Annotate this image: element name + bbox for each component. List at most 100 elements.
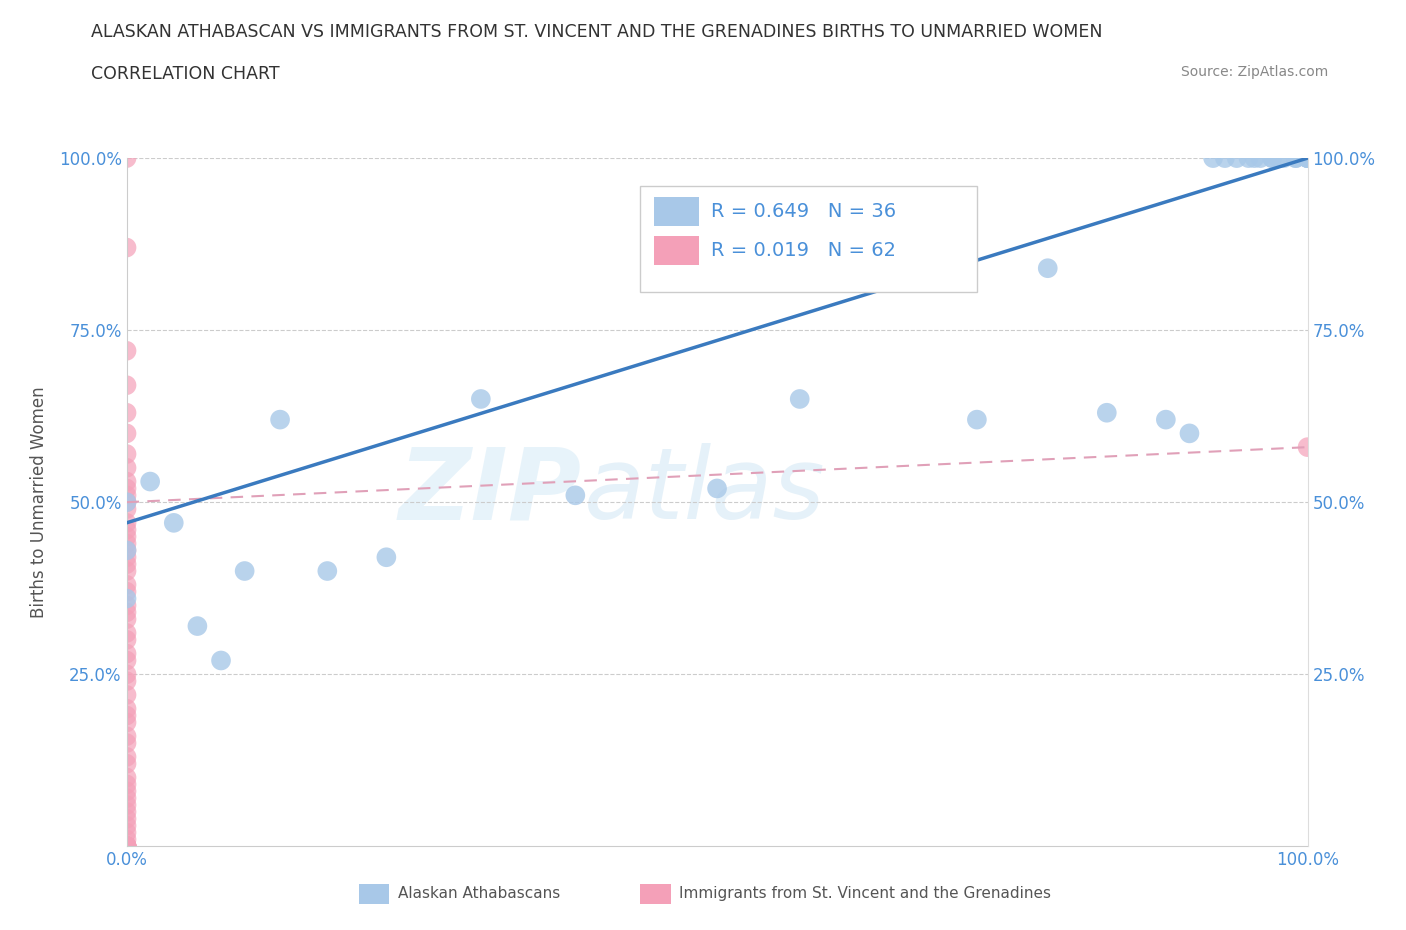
Point — [1261, 151, 1284, 166]
Point — [115, 460, 138, 475]
Point — [115, 536, 138, 551]
Point — [1285, 151, 1308, 166]
Point — [115, 564, 138, 578]
Point — [115, 839, 138, 854]
Point — [115, 557, 138, 572]
Point — [115, 584, 138, 599]
Point — [1249, 151, 1271, 166]
Point — [115, 653, 138, 668]
Text: R = 0.019   N = 62: R = 0.019 N = 62 — [711, 241, 896, 259]
Text: Alaskan Athabascans: Alaskan Athabascans — [398, 886, 560, 901]
Bar — [654, 196, 699, 226]
Point — [163, 515, 186, 530]
Point — [115, 777, 138, 791]
Point — [115, 523, 138, 538]
Point — [115, 701, 138, 716]
Point — [115, 715, 138, 730]
Text: R = 0.649   N = 36: R = 0.649 N = 36 — [711, 202, 896, 220]
Point — [115, 529, 138, 544]
Text: CORRELATION CHART: CORRELATION CHART — [91, 65, 280, 83]
Point — [1285, 151, 1308, 166]
Point — [115, 790, 138, 805]
Point — [1178, 426, 1201, 441]
Text: ALASKAN ATHABASCAN VS IMMIGRANTS FROM ST. VINCENT AND THE GRENADINES BIRTHS TO U: ALASKAN ATHABASCAN VS IMMIGRANTS FROM ST… — [91, 23, 1102, 41]
Point — [115, 501, 138, 516]
Point — [115, 543, 138, 558]
Point — [233, 564, 256, 578]
Point — [115, 687, 138, 702]
Point — [115, 818, 138, 833]
Point — [186, 618, 208, 633]
Point — [115, 240, 138, 255]
Point — [1213, 151, 1236, 166]
Point — [115, 839, 138, 854]
Point — [115, 646, 138, 661]
Point — [115, 343, 138, 358]
Point — [316, 564, 339, 578]
Point — [139, 474, 162, 489]
Point — [115, 825, 138, 840]
Point — [115, 729, 138, 744]
Point — [1095, 405, 1118, 420]
Point — [1226, 151, 1249, 166]
Point — [115, 495, 138, 510]
Text: ZIP: ZIP — [398, 444, 581, 540]
Point — [115, 798, 138, 813]
Point — [470, 392, 492, 406]
Point — [1261, 151, 1284, 166]
Point — [1296, 151, 1319, 166]
Point — [375, 550, 398, 565]
Point — [1267, 151, 1289, 166]
Point — [115, 378, 138, 392]
Point — [115, 550, 138, 565]
Point — [115, 598, 138, 613]
Point — [1296, 440, 1319, 455]
Point — [564, 488, 586, 503]
Point — [115, 626, 138, 641]
Text: Immigrants from St. Vincent and the Grenadines: Immigrants from St. Vincent and the Gren… — [679, 886, 1052, 901]
Point — [115, 481, 138, 496]
Point — [209, 653, 232, 668]
Point — [789, 392, 811, 406]
Point — [115, 708, 138, 723]
Y-axis label: Births to Unmarried Women: Births to Unmarried Women — [30, 386, 48, 618]
Point — [115, 750, 138, 764]
Point — [1202, 151, 1225, 166]
Point — [115, 839, 138, 854]
Point — [115, 756, 138, 771]
Point — [115, 839, 138, 854]
Point — [1272, 151, 1295, 166]
Point — [706, 481, 728, 496]
Point — [966, 412, 988, 427]
Point — [115, 839, 138, 854]
Point — [115, 474, 138, 489]
Point — [115, 839, 138, 854]
Point — [115, 784, 138, 799]
Point — [115, 839, 138, 854]
Bar — [654, 236, 699, 265]
Point — [115, 632, 138, 647]
Point — [115, 770, 138, 785]
Point — [115, 736, 138, 751]
Point — [115, 426, 138, 441]
Point — [115, 832, 138, 847]
Point — [115, 804, 138, 819]
FancyBboxPatch shape — [640, 186, 977, 292]
Point — [115, 446, 138, 461]
Text: Source: ZipAtlas.com: Source: ZipAtlas.com — [1181, 65, 1329, 79]
Point — [115, 151, 138, 166]
Point — [115, 405, 138, 420]
Point — [115, 839, 138, 854]
Point — [115, 488, 138, 503]
Point — [1243, 151, 1265, 166]
Point — [1237, 151, 1260, 166]
Point — [115, 495, 138, 510]
Point — [115, 612, 138, 627]
Point — [115, 543, 138, 558]
Point — [1296, 151, 1319, 166]
Point — [1296, 151, 1319, 166]
Point — [115, 673, 138, 688]
Text: atlas: atlas — [583, 444, 825, 540]
Point — [115, 591, 138, 606]
Point — [115, 604, 138, 619]
